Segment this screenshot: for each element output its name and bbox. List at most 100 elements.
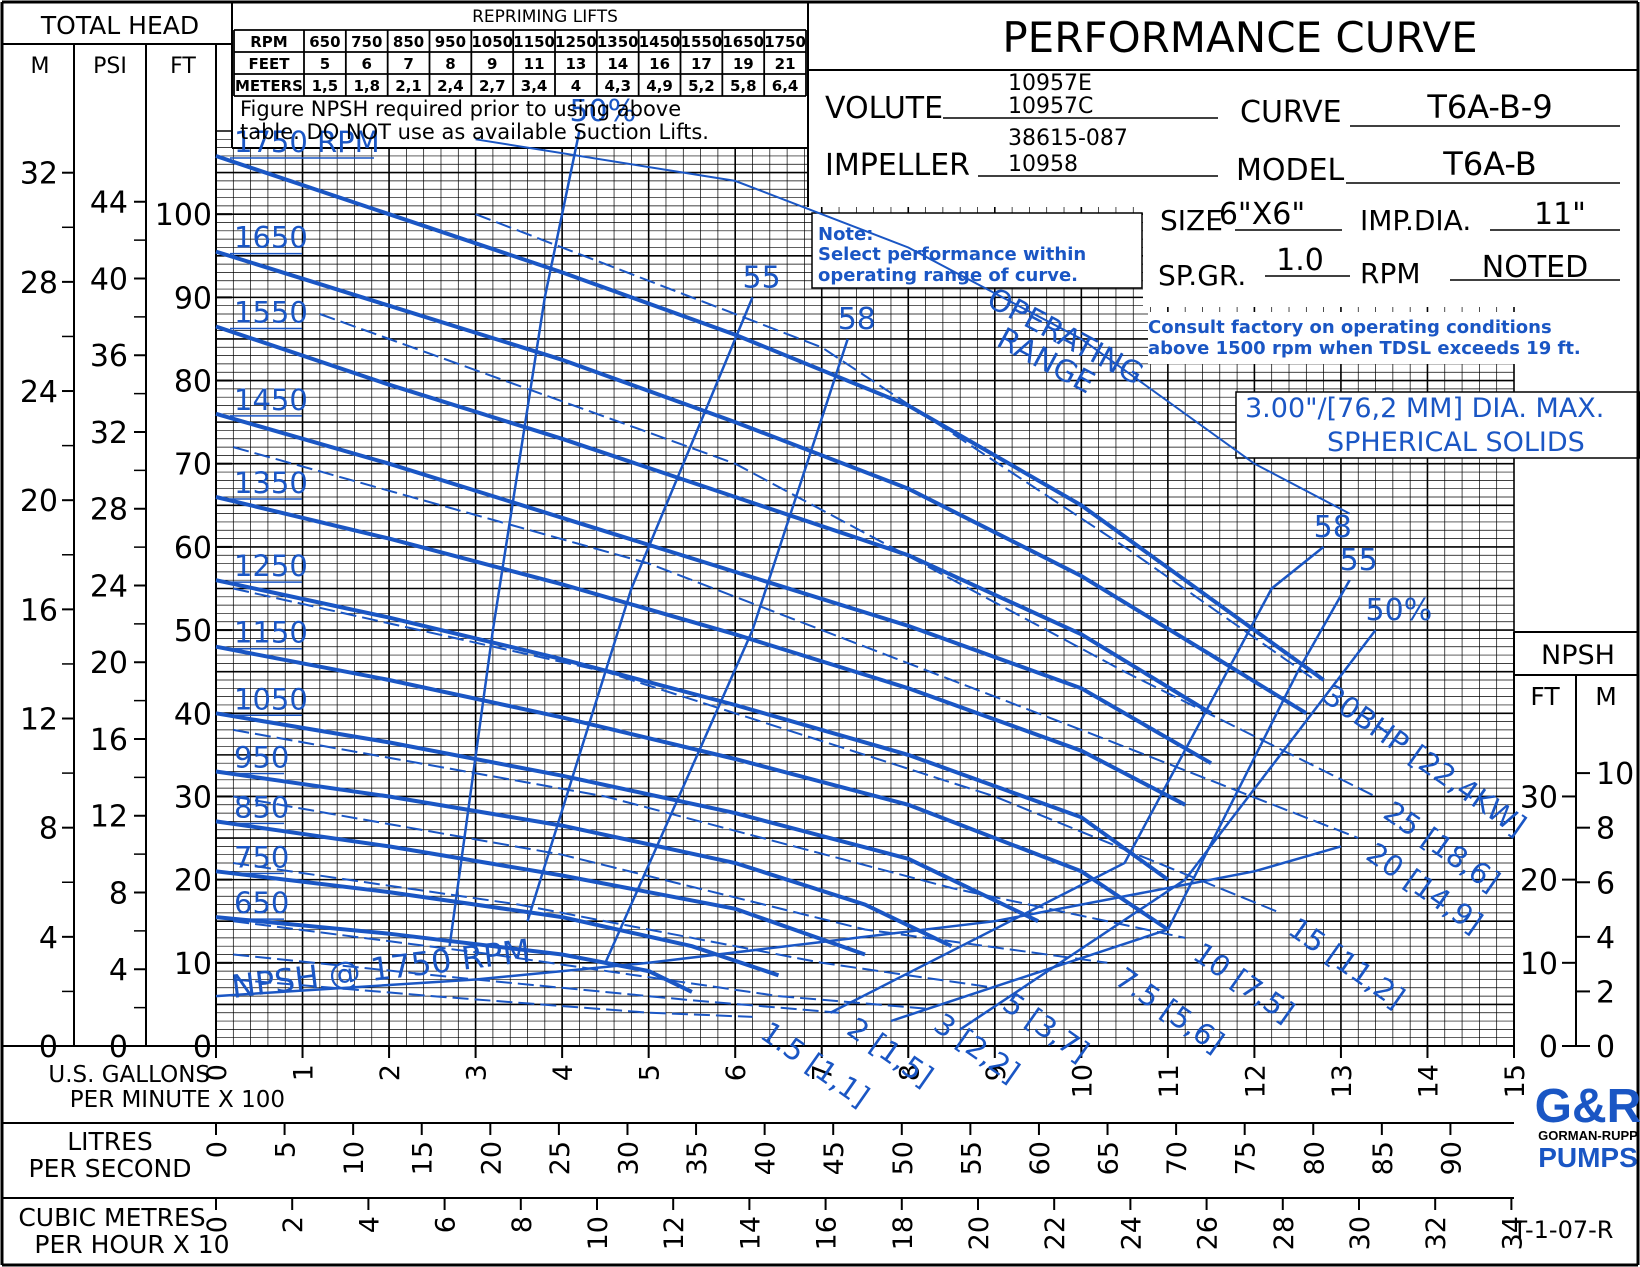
rpm-curve-label: 1750 RPM (234, 125, 380, 159)
note-line-2: operating range of curve. (818, 265, 1078, 286)
m-tick-label: 24 (20, 375, 58, 410)
rpm-curve (215, 578, 1170, 882)
psi-tick-label: 36 (90, 339, 128, 374)
spgr-label: SP.GR. (1158, 259, 1246, 292)
table-cell: 1450 (639, 33, 681, 51)
total-head-label: TOTAL HEAD (40, 11, 199, 40)
table-cell: 1050 (471, 33, 513, 51)
psi-tick-label: 8 (109, 876, 128, 911)
npsh-ft-tick-label: 20 (1520, 864, 1558, 899)
table-cell: 5 (320, 55, 330, 73)
bhp-curve (233, 446, 1359, 839)
table-cell: 8 (445, 55, 455, 73)
unit-ft-label: FT (170, 54, 196, 79)
lps-axis-label-1: LITRES (67, 1127, 153, 1156)
model-label: MODEL (1236, 153, 1345, 188)
logo-pumps: PUMPS (1538, 1142, 1638, 1173)
table-cell: 13 (565, 55, 586, 73)
gpm-tick-label: 0 (202, 1064, 233, 1081)
cmh-tick-label: 22 (1040, 1216, 1071, 1250)
chart-grid (215, 0, 1640, 1047)
bhp-curve (233, 920, 926, 1010)
rpm-curve-label: 850 (234, 790, 289, 824)
psi-tick-label: 40 (90, 262, 128, 297)
bhp-curve (475, 213, 1316, 681)
ft-tick-label: 40 (174, 697, 212, 732)
ft-tick-label: 100 (155, 198, 212, 233)
table-cell: 4 (571, 77, 581, 95)
cmh-tick-label: 14 (735, 1216, 766, 1250)
lps-axis-label-2: PER SECOND (29, 1154, 192, 1183)
rpm-label: RPM (1360, 257, 1421, 290)
cmh-tick-label: 6 (431, 1216, 462, 1233)
ft-tick-label: 30 (174, 780, 212, 815)
rpm-curve (215, 249, 1308, 716)
ft-tick-label: 90 (174, 281, 212, 316)
gpm-tick-label: 5 (635, 1064, 666, 1081)
m-tick-label: 20 (20, 484, 58, 519)
ft-tick-label: 80 (174, 365, 212, 400)
npsh-m-tick-label: 0 (1596, 1030, 1615, 1065)
table-cell: 4,3 (604, 77, 631, 95)
efficiency-curve (526, 296, 754, 922)
chart-curves (215, 130, 1377, 1031)
rpm-curve-label: 950 (234, 741, 289, 775)
cmh-tick-label: 30 (1345, 1216, 1376, 1250)
lps-tick-label: 60 (1025, 1141, 1056, 1175)
lps-tick-label: 65 (1094, 1141, 1125, 1175)
efficiency-label: 55 (1340, 543, 1378, 578)
impdia-value: 11" (1534, 197, 1586, 232)
m-tick-label: 4 (39, 921, 58, 956)
lps-tick-label: 0 (202, 1141, 233, 1158)
table-cell: 2,4 (437, 77, 464, 95)
gpm-tick-label: 1 (289, 1064, 320, 1081)
table-cell: 14 (607, 55, 628, 73)
header-panel-lower (1143, 207, 1640, 307)
psi-tick-label: 20 (90, 646, 128, 681)
efficiency-label: 50% (569, 94, 636, 129)
lps-tick-label: 45 (819, 1141, 850, 1175)
rpm-curve-label: 750 (234, 840, 289, 874)
gorman-rupp-logo: G&R GORMAN-RUPP PUMPS (1535, 1080, 1640, 1173)
rpm-curve (215, 644, 1170, 932)
npsh-m-tick-label: 2 (1596, 975, 1615, 1010)
model-value: T6A-B (1442, 145, 1536, 183)
note-box (811, 212, 1143, 289)
repriming-lifts-table: RPM 650 750 850 950 1050 1150 1250 1350 1450 1550 1… (233, 29, 807, 97)
table-cell: RPM (250, 33, 287, 51)
gpm-tick-label: 13 (1327, 1064, 1358, 1098)
m-tick-label: 16 (20, 593, 58, 628)
efficiency-curve (959, 629, 1377, 1031)
psi-tick-label: 4 (109, 953, 128, 988)
lps-tick-label: 90 (1436, 1141, 1467, 1175)
npsh-m-label: M (1595, 682, 1617, 711)
solids-box (1235, 391, 1640, 459)
rpm-curve (215, 869, 780, 978)
rpm-curve (215, 411, 1213, 765)
table-cell: 1,8 (353, 77, 380, 95)
cmh-tick-label: 12 (659, 1216, 690, 1250)
impeller-label: IMPELLER (825, 148, 970, 183)
lps-tick-label: 70 (1162, 1141, 1193, 1175)
efficiency-curve (890, 579, 1351, 1023)
rpm-value: NOTED (1482, 250, 1588, 285)
m-tick-label: 8 (39, 812, 58, 847)
curve-value: T6A-B-9 (1426, 88, 1552, 126)
ft-tick-label: 10 (174, 947, 212, 982)
npsh-m-tick-label: 8 (1596, 812, 1615, 847)
note-line-1: Select performance within (818, 244, 1086, 265)
rpm-curve (215, 324, 1213, 716)
cmh-tick-label: 26 (1193, 1216, 1224, 1250)
ft-tick-label: 0 (193, 1030, 212, 1065)
operating-range-curve (475, 138, 1351, 515)
gpm-tick-label: 14 (1413, 1064, 1444, 1098)
npsh-ft-tick-label: 10 (1520, 947, 1558, 982)
table-cell: 1750 (764, 33, 806, 51)
volute-value-1: 10957E (1008, 71, 1092, 96)
rpm-curve (215, 769, 953, 949)
psi-tick-label: 24 (90, 569, 128, 604)
logo-mark: G&R (1535, 1080, 1640, 1133)
header-panel (808, 0, 1640, 207)
rpm-curve-label: 1250 (234, 549, 308, 583)
